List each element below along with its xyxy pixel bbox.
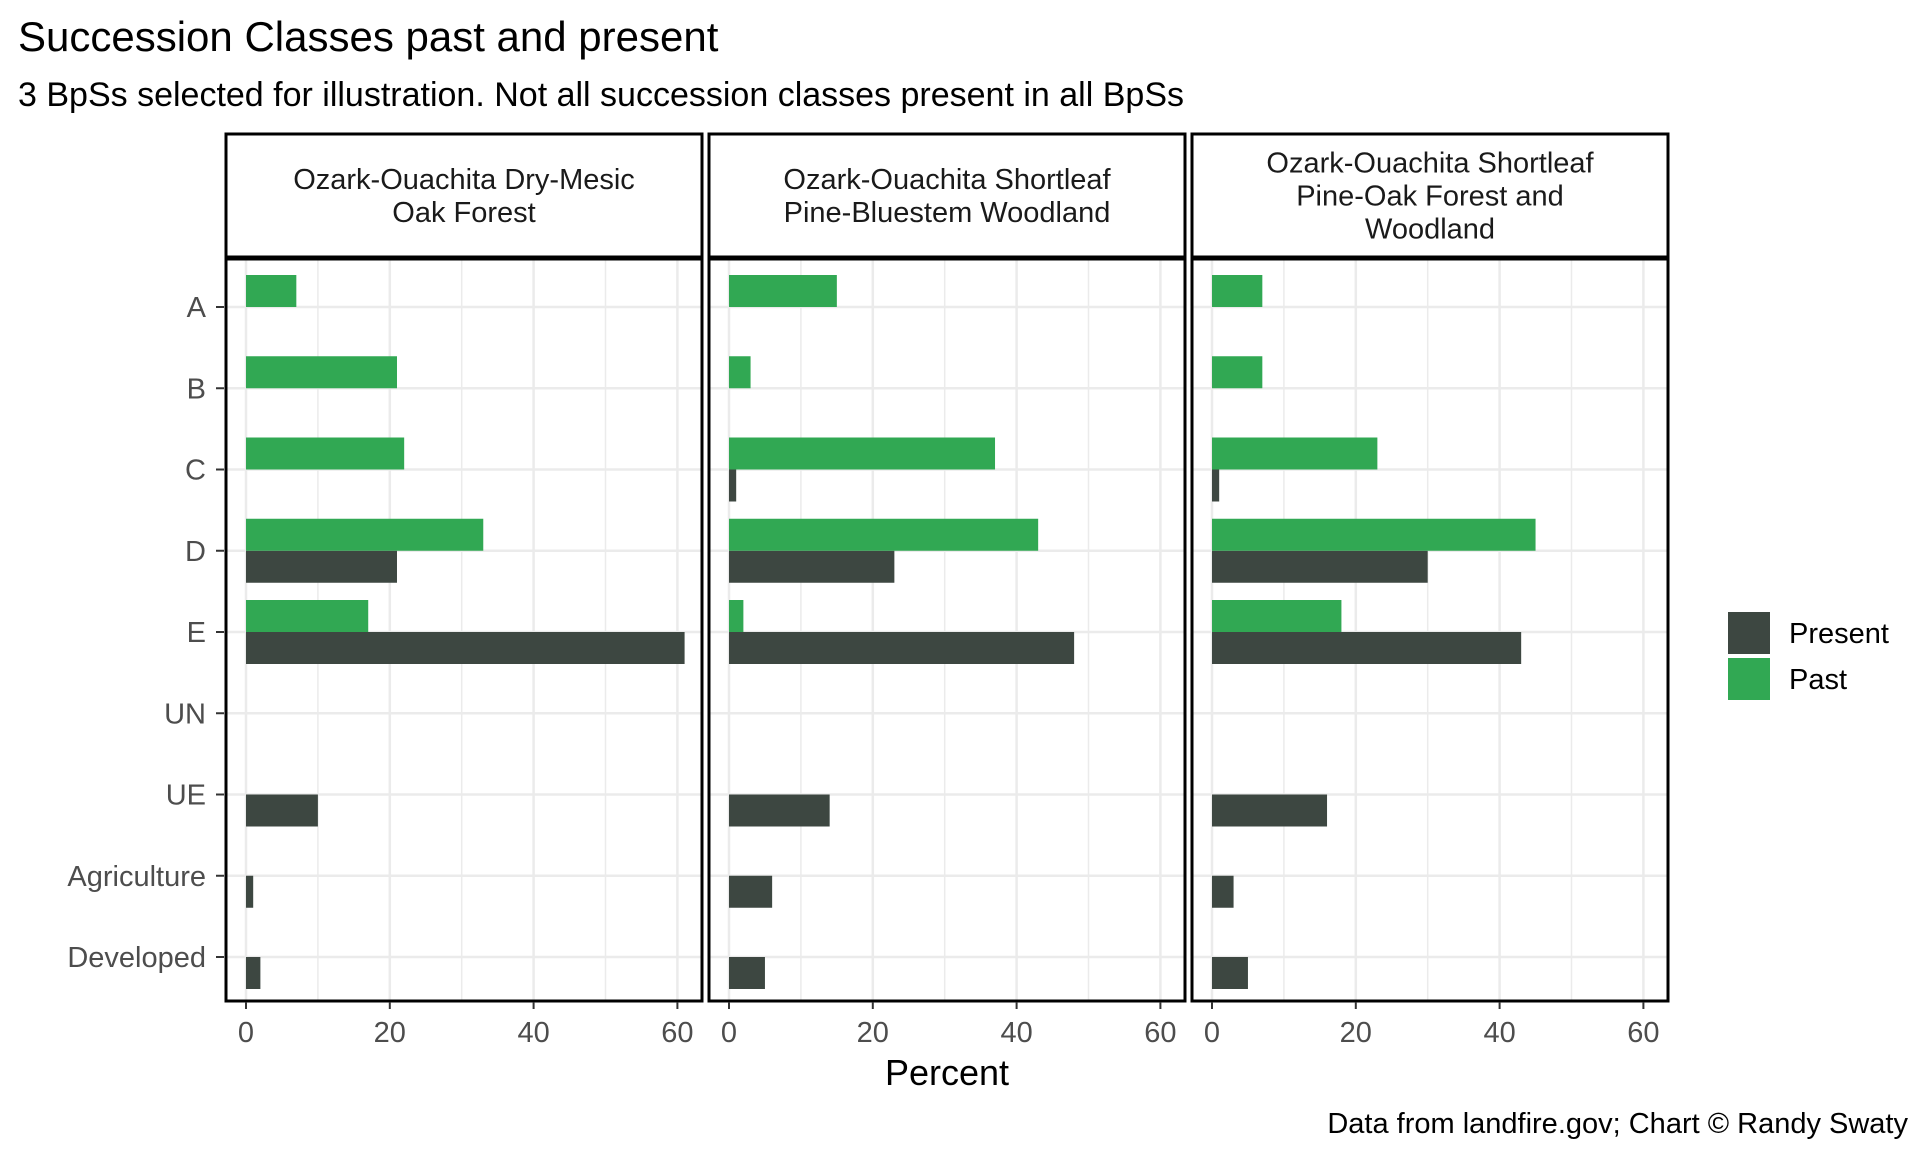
panel-border-2 xyxy=(707,257,1187,1003)
legend-label-present: Present xyxy=(1789,618,1889,650)
bar-present-e-panel-1 xyxy=(246,632,685,664)
x-tick-label: 60 xyxy=(1627,1017,1659,1049)
bar-past-e-panel-3 xyxy=(1212,600,1342,632)
bar-past-e-panel-1 xyxy=(246,600,369,632)
bar-present-c-panel-2 xyxy=(729,469,737,502)
bar-present-agriculture-panel-1 xyxy=(246,875,254,908)
bar-past-c-panel-2 xyxy=(729,437,996,470)
legend-key-present xyxy=(1728,612,1770,654)
y-tick-label: UN xyxy=(164,698,206,730)
y-tick-label: A xyxy=(187,292,207,324)
bar-present-c-panel-3 xyxy=(1212,469,1220,502)
bar-present-ue-panel-1 xyxy=(246,794,318,827)
y-tick-label: C xyxy=(185,455,206,487)
bar-past-b-panel-1 xyxy=(246,356,397,389)
bar-past-b-panel-3 xyxy=(1212,356,1263,389)
y-tick-label: Developed xyxy=(67,942,206,974)
bar-present-developed-panel-1 xyxy=(246,957,261,989)
x-tick-label: 40 xyxy=(1483,1017,1515,1049)
bar-present-e-panel-2 xyxy=(729,632,1075,664)
x-tick-label: 60 xyxy=(1144,1017,1176,1049)
x-tick-label: 20 xyxy=(1340,1017,1372,1049)
facet-strip-1 xyxy=(224,132,704,259)
y-tick-label: E xyxy=(187,617,206,649)
x-tick-label: 20 xyxy=(374,1017,406,1049)
facet-strip-label: Ozark-Ouachita Shortleaf xyxy=(783,164,1111,196)
bar-present-d-panel-2 xyxy=(729,550,895,583)
x-tick-label: 40 xyxy=(517,1017,549,1049)
facet-strip-2 xyxy=(707,132,1187,259)
panel-border-3 xyxy=(1190,257,1670,1003)
bar-past-a-panel-1 xyxy=(246,275,297,307)
facet-strip-label: Ozark-Ouachita Dry-Mesic xyxy=(293,164,635,196)
x-tick-label: 60 xyxy=(661,1017,693,1049)
bar-present-developed-panel-2 xyxy=(729,957,765,989)
bar-present-d-panel-3 xyxy=(1212,550,1428,583)
chart-subtitle: 3 BpSs selected for illustration. Not al… xyxy=(18,76,1184,114)
chart-caption: Data from landfire.gov; Chart © Randy Sw… xyxy=(1327,1108,1908,1140)
bar-present-ue-panel-2 xyxy=(729,794,830,827)
bar-present-agriculture-panel-2 xyxy=(729,875,773,908)
x-tick-label: 20 xyxy=(857,1017,889,1049)
facet-strip-label: Woodland xyxy=(1365,214,1495,246)
x-tick-label: 0 xyxy=(1204,1017,1220,1049)
y-tick-label: UE xyxy=(166,780,206,812)
bar-past-a-panel-3 xyxy=(1212,275,1263,307)
x-tick-label: 40 xyxy=(1000,1017,1032,1049)
facet-strip-label: Oak Forest xyxy=(392,197,535,229)
panel-background-2 xyxy=(709,259,1185,1001)
legend-key-past xyxy=(1728,658,1770,700)
bar-present-ue-panel-3 xyxy=(1212,794,1328,827)
bar-present-developed-panel-3 xyxy=(1212,957,1248,989)
x-axis-title: Percent xyxy=(885,1052,1009,1093)
bar-present-e-panel-3 xyxy=(1212,632,1522,664)
bar-past-b-panel-2 xyxy=(729,356,751,389)
bar-past-c-panel-3 xyxy=(1212,437,1378,470)
bar-present-agriculture-panel-3 xyxy=(1212,875,1234,908)
y-tick-label: Agriculture xyxy=(67,861,206,893)
legend-label-past: Past xyxy=(1789,664,1847,696)
x-tick-label: 0 xyxy=(721,1017,737,1049)
y-tick-label: B xyxy=(187,373,206,405)
facet-strip-3 xyxy=(1190,132,1670,259)
facet-strip-label: Pine-Bluestem Woodland xyxy=(784,197,1111,229)
bar-past-d-panel-1 xyxy=(246,518,484,551)
chart-title: Succession Classes past and present xyxy=(18,13,719,60)
x-tick-label: 0 xyxy=(238,1017,254,1049)
bar-present-d-panel-1 xyxy=(246,550,397,583)
panel-border-1 xyxy=(224,257,704,1003)
facet-strip-label: Pine-Oak Forest and xyxy=(1296,181,1564,213)
facet-strip-label: Ozark-Ouachita Shortleaf xyxy=(1266,148,1594,180)
bar-past-a-panel-2 xyxy=(729,275,837,307)
bar-past-d-panel-3 xyxy=(1212,518,1536,551)
y-tick-label: D xyxy=(185,536,206,568)
bar-past-d-panel-2 xyxy=(729,518,1039,551)
bar-past-c-panel-1 xyxy=(246,437,405,470)
bar-past-e-panel-2 xyxy=(729,600,744,632)
